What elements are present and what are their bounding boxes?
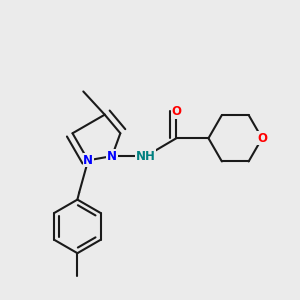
Text: NH: NH (136, 150, 156, 163)
Text: O: O (257, 132, 267, 145)
Text: N: N (83, 154, 93, 167)
Text: N: N (107, 150, 117, 163)
Text: O: O (171, 105, 181, 118)
